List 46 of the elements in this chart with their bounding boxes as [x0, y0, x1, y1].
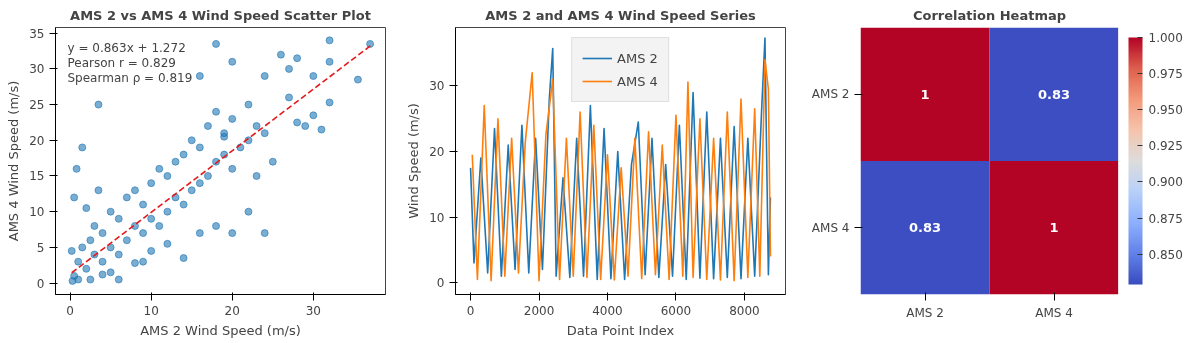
- y-tick-label: 10: [429, 210, 445, 225]
- x-tick-label: AMS 2: [906, 305, 944, 320]
- y-tick-label: 0: [36, 276, 45, 291]
- y-tick-label: 15: [29, 169, 45, 184]
- chart-title: AMS 2 and AMS 4 Wind Speed Series: [485, 7, 756, 23]
- data-label: 0.83: [908, 220, 942, 236]
- x-tick-label: 4000: [592, 303, 623, 318]
- y-axis-title: Wind Speed (m/s): [406, 103, 422, 219]
- y-tick-label: 10: [29, 205, 45, 220]
- y-tick-label: 35: [29, 26, 45, 41]
- y-tick-label: 20: [429, 144, 445, 159]
- legend-label: AMS 2: [617, 50, 658, 66]
- chart-title: Correlation Heatmap: [912, 7, 1067, 23]
- y-tick-label: 0: [436, 276, 445, 291]
- annotation: Spearman ρ = 0.819: [67, 70, 193, 85]
- color-bar-label: 1.000: [1148, 31, 1183, 45]
- x-tick-label: 0: [66, 303, 74, 318]
- annotation: Pearson r = 0.829: [67, 55, 176, 70]
- color-bar-label: 0.975: [1148, 67, 1183, 82]
- legend-label: AMS 4: [617, 73, 658, 89]
- y-axis-title: AMS 4 Wind Speed (m/s): [6, 80, 22, 242]
- x-tick-label: 8000: [729, 303, 760, 318]
- data-label: 0.83: [1037, 86, 1071, 102]
- color-bar-label: 0.950: [1148, 103, 1183, 118]
- color-bar-label: 0.850: [1148, 247, 1183, 262]
- x-tick-label: 10: [143, 303, 159, 318]
- y-tick-label: 5: [36, 240, 45, 255]
- color-bar-label: 0.925: [1148, 139, 1183, 154]
- x-axis-title: AMS 2 Wind Speed (m/s): [140, 322, 301, 338]
- x-tick-label: 30: [305, 303, 321, 318]
- color-bar-label: 0.900: [1148, 175, 1183, 190]
- data-label: 1: [1049, 220, 1059, 236]
- annotation: y = 0.863x + 1.272: [67, 40, 186, 55]
- color-bar-label: 0.875: [1148, 211, 1183, 226]
- chart-title: AMS 2 vs AMS 4 Wind Speed Scatter Plot: [70, 7, 371, 23]
- y-tick-label: 30: [29, 62, 45, 77]
- y-tick-label: 30: [429, 79, 445, 94]
- x-tick-label: 0: [466, 303, 475, 318]
- x-axis-title: Data Point Index: [566, 322, 675, 338]
- x-tick-label: 2000: [523, 303, 555, 318]
- x-tick-label: 6000: [660, 303, 692, 318]
- y-tick-label: 25: [29, 98, 45, 113]
- x-tick-label: AMS 4: [1035, 305, 1073, 320]
- y-tick-label: 20: [29, 133, 45, 148]
- x-tick-label: 20: [224, 303, 240, 318]
- data-label: 1: [920, 86, 930, 102]
